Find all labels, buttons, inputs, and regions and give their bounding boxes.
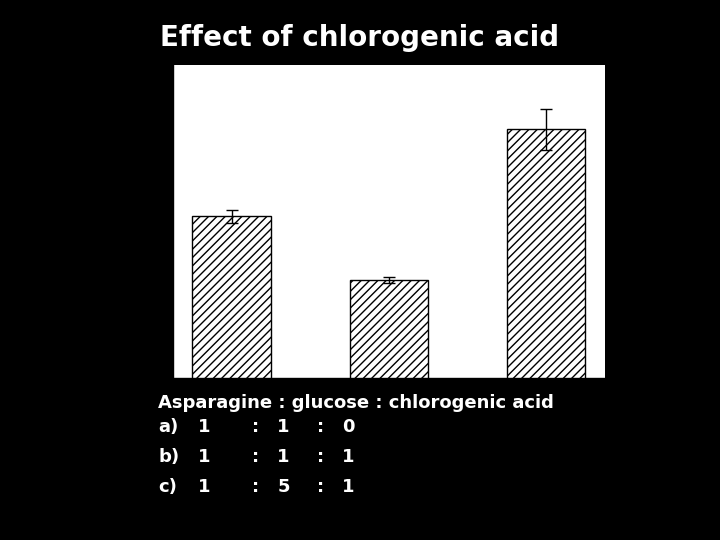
Bar [507,129,585,378]
Text: 1: 1 [198,448,210,466]
Text: 1: 1 [198,418,210,436]
Text: 1: 1 [277,448,289,466]
Text: :: : [252,448,259,466]
Text: :: : [317,478,324,496]
Text: :: : [317,448,324,466]
Text: 1: 1 [277,418,289,436]
Text: 1: 1 [342,478,354,496]
Text: b): b) [158,448,179,466]
Text: a): a) [158,418,179,436]
Text: 1: 1 [198,478,210,496]
Text: :: : [252,478,259,496]
Text: 1: 1 [342,448,354,466]
Bar [349,280,428,378]
Y-axis label: acrylamide, ng/ml: acrylamide, ng/ml [108,152,122,291]
Text: 5: 5 [277,478,289,496]
Text: :: : [252,418,259,436]
Text: :: : [317,418,324,436]
Text: Asparagine : glucose : chlorogenic acid: Asparagine : glucose : chlorogenic acid [158,394,554,412]
Text: c): c) [158,478,177,496]
Text: 0: 0 [342,418,354,436]
Text: Effect of chlorogenic acid: Effect of chlorogenic acid [161,24,559,52]
Bar [192,217,271,378]
